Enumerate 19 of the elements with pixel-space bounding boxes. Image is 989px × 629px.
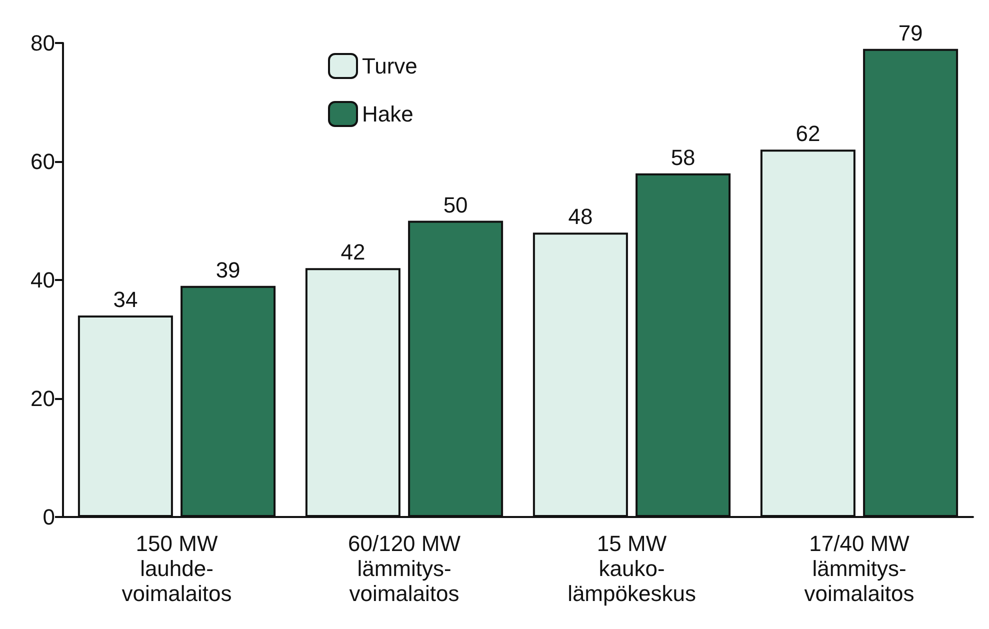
- legend-label: Hake: [362, 102, 414, 126]
- y-tick-label: 0: [42, 504, 55, 530]
- y-tick-label: 40: [30, 268, 55, 292]
- data-label: 58: [670, 144, 696, 170]
- data-label: 48: [568, 204, 593, 230]
- data-label: 50: [443, 192, 468, 218]
- data-label: 79: [898, 20, 923, 46]
- data-label: 39: [216, 257, 240, 282]
- x-tick-label: 60/120 MW lämmitys- voimalaitos: [348, 531, 461, 606]
- x-tick-label: 15 MW kauko- lämpökeskus: [568, 531, 696, 606]
- data-label: 62: [796, 121, 820, 146]
- x-tick-label: 150 MW lauhde- voimalaitos: [122, 531, 232, 606]
- data-label: 34: [113, 287, 138, 312]
- x-tick-label: 17/40 MW lämmitys- voimalaitos: [804, 531, 914, 606]
- data-label: 42: [340, 240, 366, 265]
- y-tick-label: 60: [30, 149, 55, 174]
- y-tick-label: 80: [30, 30, 55, 56]
- y-tick-label: 20: [30, 386, 55, 411]
- legend-label: Turve: [362, 54, 418, 78]
